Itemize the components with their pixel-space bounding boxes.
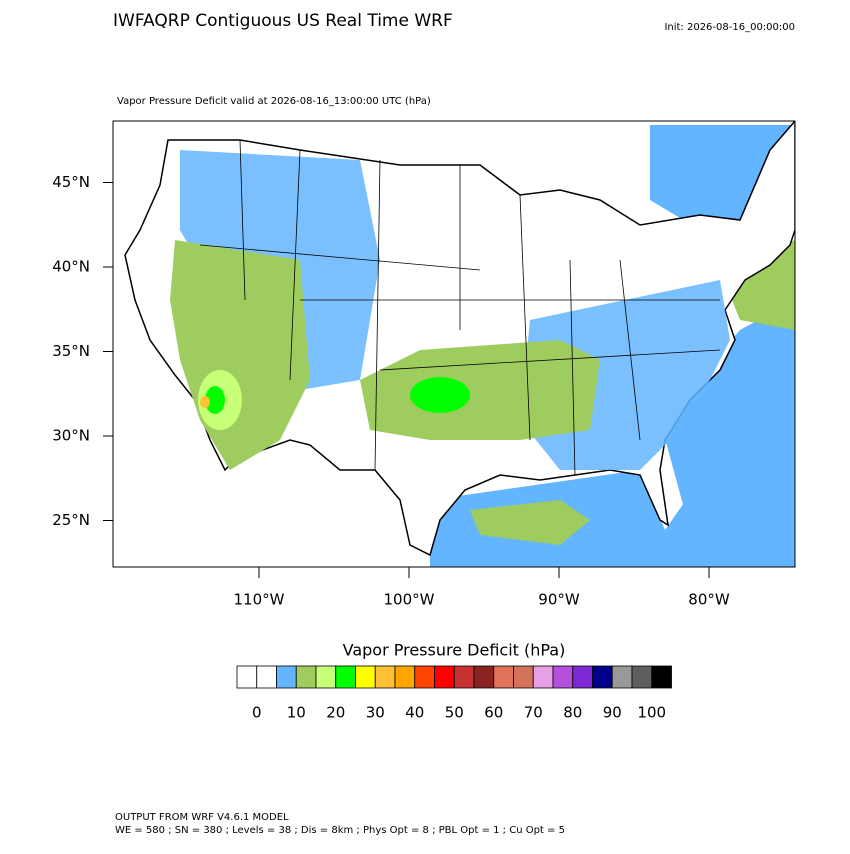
map-subtitle: Vapor Pressure Deficit valid at 2026-08-… [117,96,431,107]
gulf-green [470,500,590,545]
colorbar-box [374,665,396,689]
colorbar: 0 10 20 30 40 50 60 70 80 90 100 [236,665,672,722]
colorbar-box [236,665,258,689]
central-green [360,340,600,440]
lat-tick-label: 45°N [52,173,90,191]
lat-tick-label: 35°N [52,342,90,360]
colorbar-box [473,665,495,689]
lat-tick-label: 40°N [52,258,90,276]
colorbar-box [453,665,475,689]
lon-tick-label: 80°W [688,591,730,609]
title: IWFAQRP Contiguous US Real Time WRF [113,11,453,31]
colorbar-tick-label: 60 [484,704,503,722]
colorbar-box [611,665,633,689]
colorbar-box [355,665,376,689]
colorbar-tick-label: 10 [287,704,306,722]
colorbar-box [651,665,672,689]
lon-tick-label: 90°W [538,591,580,609]
colorbar-box [414,665,435,689]
colorbar-tick-label: 90 [603,704,622,722]
map-axes: 45°N 40°N 35°N 30°N 25°N 110°W 100°W 90°W 80°W [52,173,730,609]
colorbar-box [434,665,455,689]
colorbar-tick-label: 80 [563,704,582,722]
lat-tick-label: 30°N [52,427,90,445]
colorbar-box [513,665,534,689]
colorbar-tick-label: 70 [524,704,543,722]
colorbar-box [256,665,277,689]
lon-tick-label: 100°W [384,591,435,609]
footer-line: OUTPUT FROM WRF V4.6.1 MODEL [115,812,289,823]
colorbar-tick-label: 100 [637,704,666,722]
lon-tick-label: 110°W [234,591,285,609]
colorbar-box [295,665,317,689]
desert-orange [200,396,210,408]
state-lines [199,139,721,476]
colorbar-box [276,665,297,689]
colorbar-box [631,665,653,689]
map-frame [112,120,796,568]
footer-line: WE = 580 ; SN = 380 ; Levels = 38 ; Dis … [115,825,565,836]
desert-green [205,386,225,414]
colorbar-tick-label: 40 [405,704,424,722]
atlantic-region [660,300,795,567]
colorbar-tick-label: 50 [445,704,464,722]
lat-tick-label: 25°N [52,511,90,529]
colorbar-box [394,665,416,689]
colorbar-box [532,665,554,689]
colorbar-box [592,665,613,689]
colorbar-box [493,665,514,689]
colorbar-tick-label: 20 [326,704,345,722]
colorbar-title: Vapor Pressure Deficit (hPa) [343,641,566,660]
colorbar-box [572,665,593,689]
colorbar-tick-label: 0 [252,704,262,722]
colorbar-box [315,665,337,689]
colorbar-box [552,665,574,689]
oklahoma-green [410,377,470,413]
map [113,121,795,567]
colorbar-tick-label: 30 [366,704,385,722]
init-time: Init: 2026-08-16_00:00:00 [664,22,795,33]
colorbar-box [335,665,356,689]
